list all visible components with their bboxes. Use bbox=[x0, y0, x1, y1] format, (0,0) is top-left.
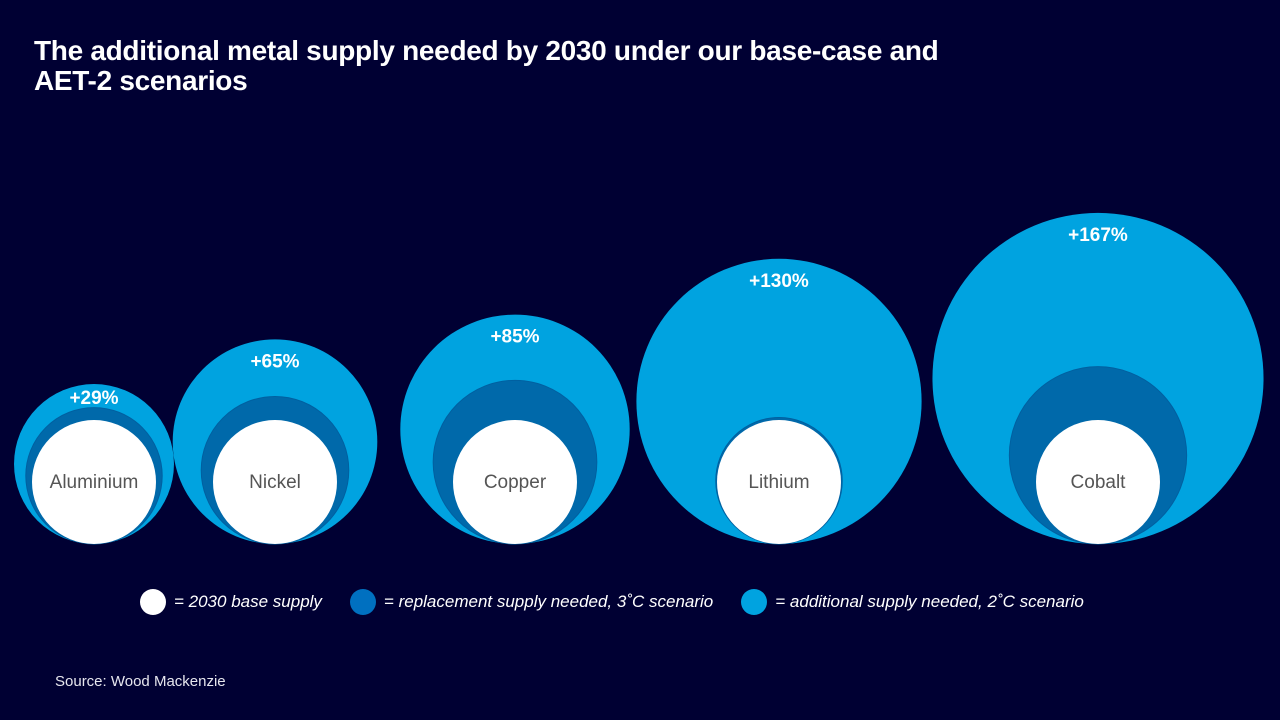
legend-item-replacement: = replacement supply needed, 3˚C scenari… bbox=[349, 589, 714, 615]
category-label: Copper bbox=[484, 472, 547, 493]
base-circle-lithium bbox=[717, 420, 841, 544]
chart-title: The additional metal supply needed by 20… bbox=[34, 35, 939, 96]
legend-label: = 2030 base supply bbox=[174, 592, 322, 611]
category-label: Aluminium bbox=[50, 472, 139, 493]
category-label: Cobalt bbox=[1071, 472, 1127, 493]
percent-label: +65% bbox=[250, 351, 299, 372]
percent-label: +85% bbox=[490, 327, 539, 348]
base-circle-nickel bbox=[213, 420, 337, 544]
category-label: Lithium bbox=[748, 472, 809, 493]
legend-label: = additional supply needed, 2˚C scenario bbox=[775, 592, 1084, 611]
percent-label: +130% bbox=[749, 271, 809, 292]
percent-label: +29% bbox=[69, 388, 118, 409]
category-label: Nickel bbox=[249, 472, 301, 493]
legend-swatch-base bbox=[140, 589, 166, 615]
base-circle-aluminium bbox=[32, 420, 156, 544]
legend-label: = replacement supply needed, 3˚C scenari… bbox=[383, 592, 714, 611]
legend-swatch-additional bbox=[741, 589, 768, 615]
base-circle-cobalt bbox=[1036, 420, 1160, 544]
additional-circle-lithium bbox=[636, 258, 922, 544]
percent-label: +167% bbox=[1068, 225, 1128, 246]
legend-swatch-replacement bbox=[349, 589, 376, 615]
legend-item-additional: = additional supply needed, 2˚C scenario bbox=[741, 589, 1084, 615]
base-circle-copper bbox=[453, 420, 577, 544]
source-note: Source: Wood Mackenzie bbox=[55, 673, 226, 690]
legend: = 2030 base supply = replacement supply … bbox=[140, 589, 1112, 615]
legend-item-base: = 2030 base supply bbox=[140, 589, 322, 615]
